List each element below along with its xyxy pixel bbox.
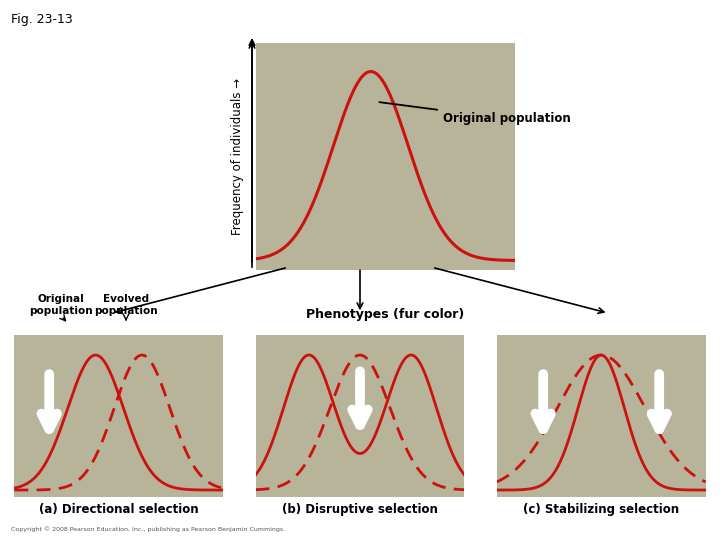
Text: Copyright © 2008 Pearson Education, Inc., publishing as Pearson Benjamin Cumming: Copyright © 2008 Pearson Education, Inc.… <box>11 526 285 532</box>
Text: Original population: Original population <box>379 102 570 125</box>
Text: Frequency of individuals →: Frequency of individuals → <box>231 78 244 235</box>
Text: (c) Stabilizing selection: (c) Stabilizing selection <box>523 503 679 516</box>
Text: Phenotypes (fur color): Phenotypes (fur color) <box>306 308 464 321</box>
Text: Original
population: Original population <box>30 294 93 316</box>
Text: Fig. 23-13: Fig. 23-13 <box>11 14 73 26</box>
Text: (a) Directional selection: (a) Directional selection <box>39 503 199 516</box>
Text: (b) Disruptive selection: (b) Disruptive selection <box>282 503 438 516</box>
Text: Evolved
population: Evolved population <box>94 294 158 316</box>
